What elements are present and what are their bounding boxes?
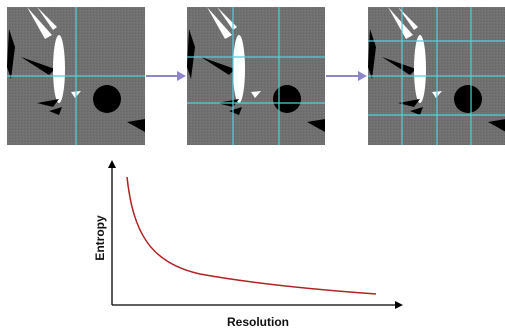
x-axis-label: Resolution — [227, 315, 289, 329]
y-axis-arrow-icon — [108, 160, 116, 168]
panel-background — [187, 7, 325, 145]
grid-lines — [368, 7, 505, 145]
panel-shapes — [7, 7, 145, 132]
panel-shapes — [187, 7, 325, 132]
entropy-chart: Resolution Entropy — [93, 160, 403, 329]
entropy-curve — [126, 176, 377, 295]
grid-lines — [187, 7, 325, 145]
arrow-right-icon — [326, 71, 367, 81]
x-axis-arrow-icon — [395, 301, 403, 309]
panel-coarse-grid — [7, 7, 145, 145]
y-axis-label: Entropy — [93, 215, 107, 261]
arrow-right-icon — [146, 71, 186, 81]
grid-lines — [7, 7, 145, 145]
panel-fine-grid — [368, 7, 505, 145]
panel-medium-grid — [187, 7, 325, 145]
